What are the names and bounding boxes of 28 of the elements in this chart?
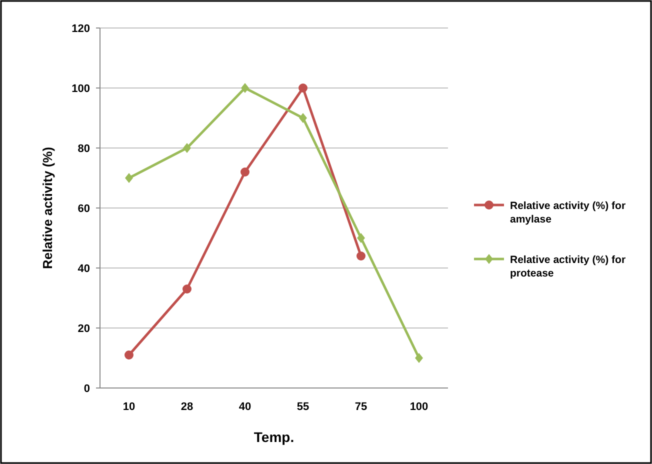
- x-tick-label: 28: [180, 401, 194, 413]
- point: [183, 143, 191, 153]
- point: [241, 83, 249, 93]
- point: [124, 350, 134, 360]
- legend-label: Relative activity (%) for protease: [510, 254, 626, 280]
- point: [415, 353, 423, 363]
- x-axis-title: Temp.: [254, 429, 294, 445]
- y-tick-label: 0: [84, 382, 90, 395]
- y-tick-label: 60: [78, 202, 90, 215]
- y-tick-label: 120: [72, 22, 90, 35]
- point: [299, 113, 307, 123]
- point: [357, 233, 365, 243]
- point: [125, 173, 133, 183]
- point: [240, 168, 250, 176]
- x-tick-label: 100: [410, 401, 428, 413]
- y-tick-label: 100: [72, 82, 90, 95]
- x-tick-label: 10: [122, 401, 136, 413]
- legend-label: Relative activity (%) for amylase: [510, 200, 626, 226]
- point: [298, 84, 308, 92]
- y-tick-label: 80: [78, 142, 90, 155]
- y-axis-title: Relative activity (%): [40, 146, 55, 270]
- y-tick-label: 20: [78, 322, 90, 335]
- x-tick-label: 55: [296, 401, 310, 413]
- x-tick-label: 75: [354, 401, 368, 413]
- x-tick-label: 40: [238, 401, 252, 413]
- y-tick-label: 40: [78, 262, 90, 275]
- point: [356, 252, 366, 260]
- point: [182, 284, 192, 294]
